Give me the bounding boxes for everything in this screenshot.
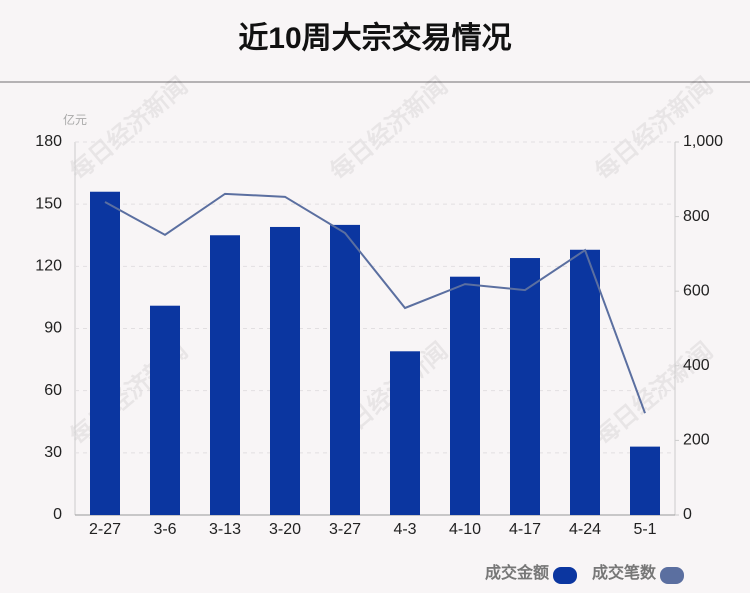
legend-swatch (553, 567, 577, 584)
x-tick-label: 5-1 (633, 521, 656, 538)
bar (630, 446, 660, 515)
bar (150, 305, 180, 515)
x-tick-label: 3-27 (329, 521, 361, 538)
x-tick-label: 4-17 (509, 521, 541, 538)
y-tick-label: 0 (53, 506, 62, 523)
x-tick-label: 4-3 (393, 521, 416, 538)
y2-tick-label: 800 (683, 208, 710, 225)
bar (270, 226, 300, 515)
legend-label: 成交笔数 (592, 563, 657, 582)
legend-label: 成交金额 (485, 563, 549, 582)
y2-tick-label: 200 (683, 432, 710, 449)
y-tick-label: 90 (44, 320, 62, 337)
y-unit: 亿元 (63, 112, 87, 127)
y-tick-label: 150 (35, 195, 62, 212)
x-tick-label: 2-27 (89, 521, 121, 538)
y2-tick-label: 1,000 (683, 133, 723, 150)
bar (510, 258, 540, 515)
y-tick-label: 180 (35, 133, 62, 150)
bar (570, 249, 600, 515)
y2-tick-label: 600 (683, 282, 710, 299)
y-tick-label: 120 (35, 258, 62, 275)
bar (90, 191, 120, 515)
bar (450, 276, 480, 515)
x-tick-label: 3-13 (209, 521, 241, 538)
x-tick-label: 3-6 (153, 521, 176, 538)
x-tick-label: 3-20 (269, 521, 301, 538)
y2-tick-label: 0 (683, 506, 692, 523)
chart-title: 近10周大宗交易情况 (238, 21, 511, 55)
bar (210, 235, 240, 515)
y-tick-label: 30 (44, 444, 62, 461)
bar (390, 351, 420, 515)
y2-tick-label: 400 (683, 357, 710, 374)
y-tick-label: 60 (44, 382, 62, 399)
bar (330, 224, 360, 515)
legend-swatch (660, 567, 684, 584)
x-tick-label: 4-24 (569, 521, 601, 538)
x-tick-label: 4-10 (449, 521, 481, 538)
line (104, 192, 646, 414)
